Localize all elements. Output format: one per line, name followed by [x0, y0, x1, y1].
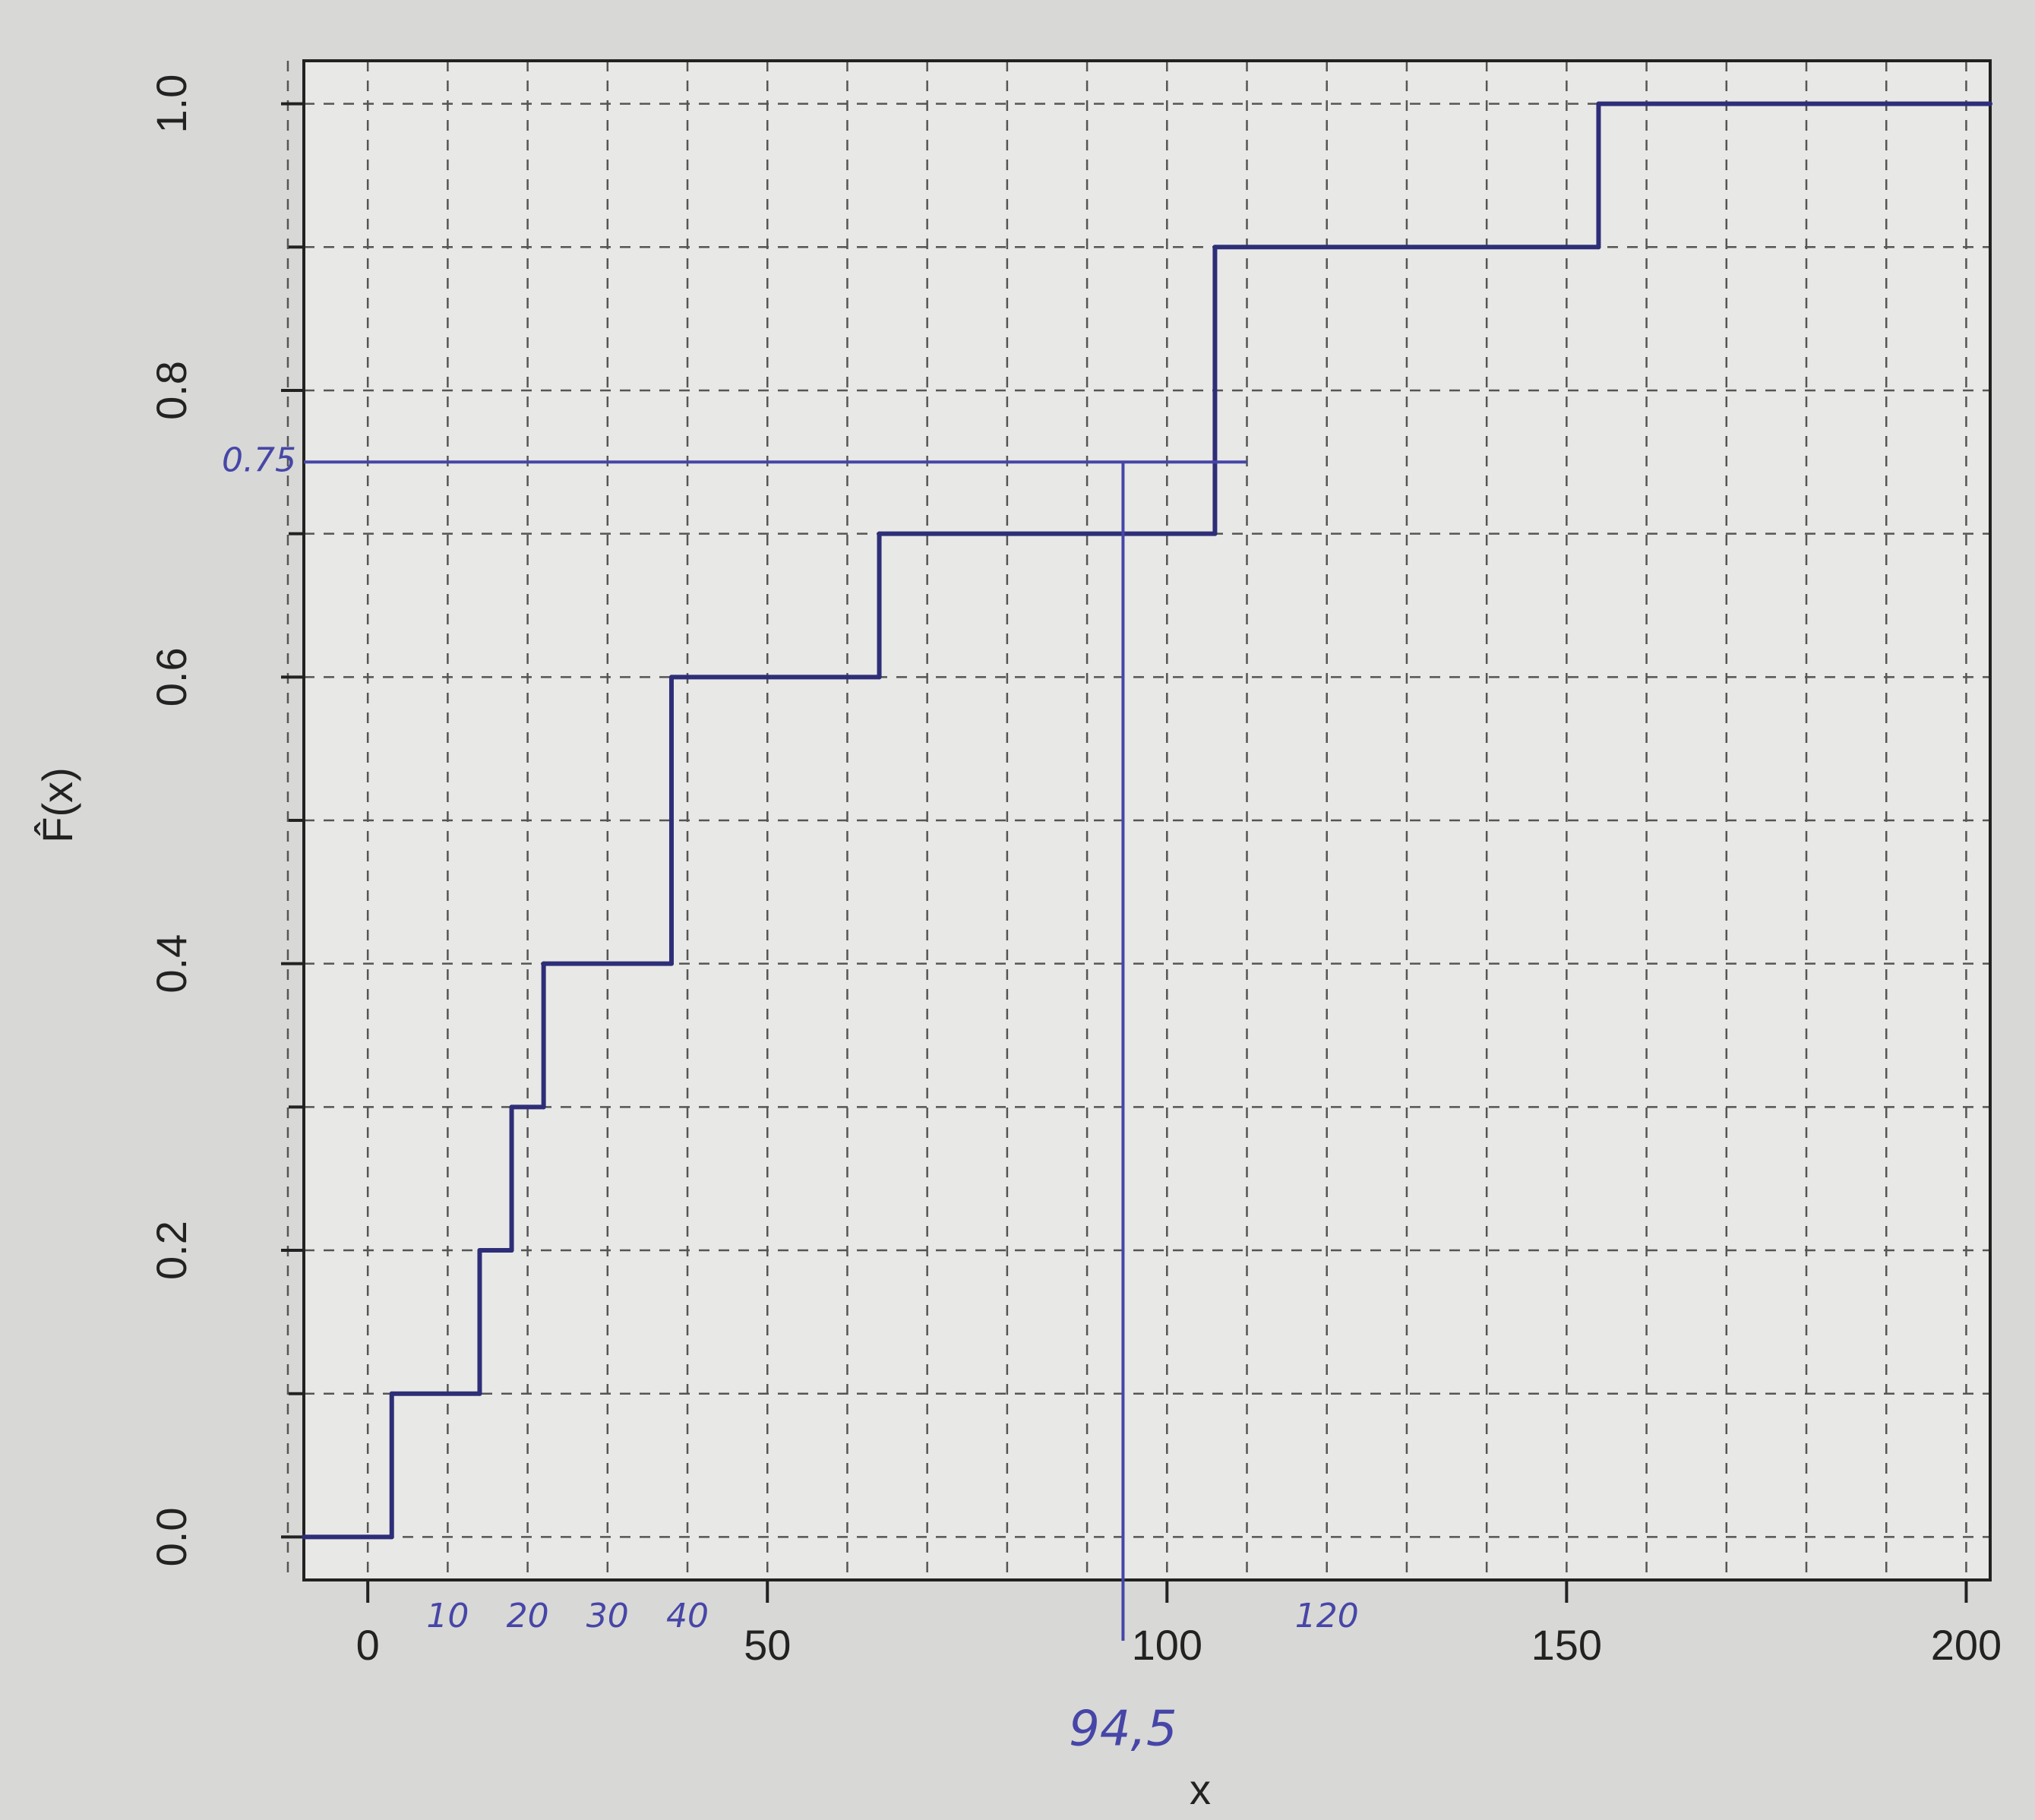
y-tick-label: 1.0 [147, 74, 195, 134]
hand-label: 40 [666, 1597, 709, 1635]
hand-label: 20 [507, 1597, 549, 1635]
y-tick-label: 0.8 [147, 361, 195, 420]
y-axis-label: F̂(x) [33, 767, 81, 843]
hand-label: 30 [586, 1597, 629, 1635]
hand-label: 10 [426, 1597, 469, 1635]
x-tick-label: 50 [744, 1621, 791, 1669]
x-tick-label: 0 [356, 1621, 380, 1669]
hand-label: 120 [1295, 1597, 1359, 1635]
x-axis-label: x [1190, 1765, 1211, 1813]
hand-label: 94,5 [1069, 1702, 1177, 1758]
x-tick-label: 150 [1531, 1621, 1602, 1669]
y-tick-label: 0.6 [147, 647, 195, 706]
chart: x F̂(x) 0 50 100 150 200 0.0 0.2 0.4 0.6 0.8 1.0 0.… [0, 0, 2035, 1820]
hand-label: 0.75 [222, 441, 296, 479]
y-tick-label: 0.0 [147, 1507, 195, 1566]
y-tick-label: 0.4 [147, 934, 195, 994]
x-tick-label: 100 [1132, 1621, 1202, 1669]
page: x F̂(x) 0 50 100 150 200 0.0 0.2 0.4 0.6 0.8 1.0 0.… [0, 0, 2035, 1820]
x-tick-label: 200 [1931, 1621, 2002, 1669]
y-tick-label: 0.2 [147, 1221, 195, 1280]
plot-area [304, 61, 1990, 1580]
